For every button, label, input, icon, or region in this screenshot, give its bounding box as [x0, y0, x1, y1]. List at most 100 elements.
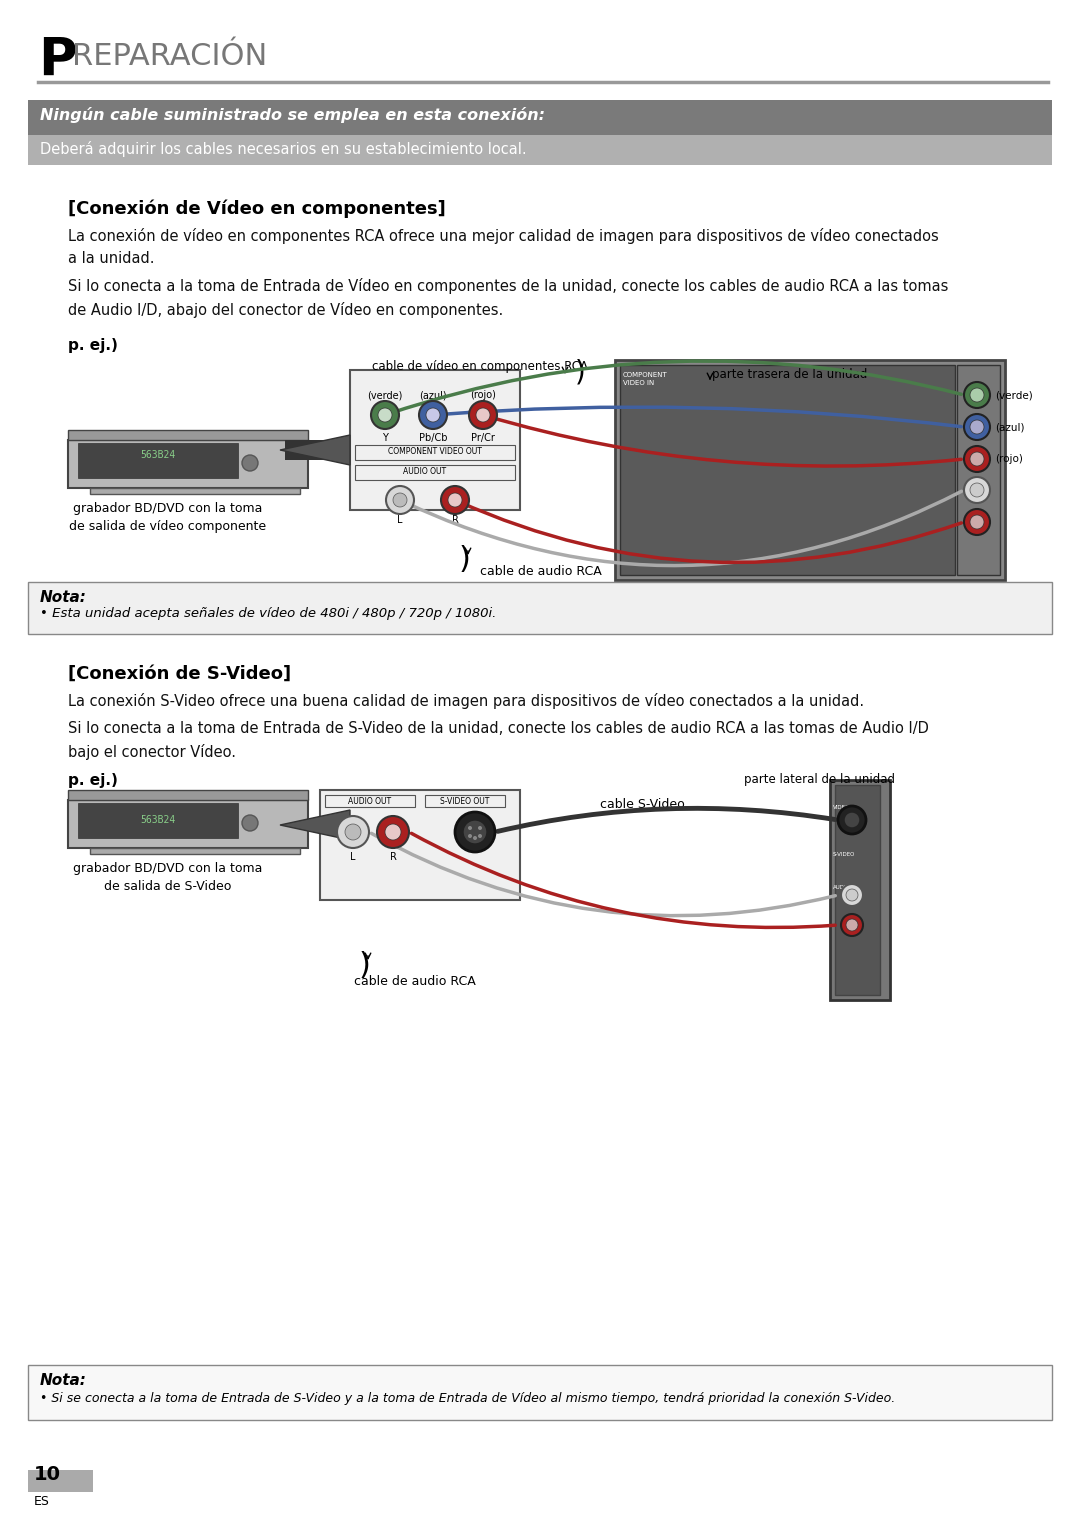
- Text: Pb/Cb: Pb/Cb: [419, 433, 447, 443]
- FancyBboxPatch shape: [285, 439, 350, 459]
- Text: 10: 10: [33, 1465, 60, 1483]
- Text: grabador BD/DVD con la toma
de salida de S-Video: grabador BD/DVD con la toma de salida de…: [73, 862, 262, 893]
- Polygon shape: [280, 810, 350, 839]
- Text: cable de audio RCA: cable de audio RCA: [480, 565, 602, 578]
- Text: L: L: [397, 514, 403, 525]
- Text: R: R: [451, 514, 458, 525]
- Text: ): ): [359, 951, 370, 980]
- Text: cable de audio RCA: cable de audio RCA: [354, 975, 476, 987]
- Text: AUDIO OUT: AUDIO OUT: [404, 467, 446, 476]
- Text: parte trasera de la unidad: parte trasera de la unidad: [713, 368, 867, 382]
- FancyBboxPatch shape: [350, 369, 519, 510]
- Text: Si lo conecta a la toma de Entrada de S-Video de la unidad, conecte los cables d: Si lo conecta a la toma de Entrada de S-…: [68, 720, 929, 760]
- Circle shape: [469, 401, 497, 429]
- FancyBboxPatch shape: [28, 1470, 93, 1492]
- Circle shape: [377, 816, 409, 848]
- FancyBboxPatch shape: [68, 800, 308, 848]
- FancyBboxPatch shape: [615, 360, 1005, 580]
- Text: (azul): (azul): [419, 391, 447, 400]
- Text: ): ): [575, 359, 585, 386]
- Text: cable de vídeo en componentes RCA: cable de vídeo en componentes RCA: [372, 360, 588, 372]
- Circle shape: [419, 401, 447, 429]
- Circle shape: [386, 485, 414, 514]
- Circle shape: [242, 455, 258, 472]
- FancyBboxPatch shape: [78, 443, 238, 478]
- Text: [Conexión de S-Video]: [Conexión de S-Video]: [68, 665, 292, 684]
- Text: L: L: [350, 852, 355, 862]
- Circle shape: [463, 819, 487, 844]
- FancyBboxPatch shape: [320, 790, 519, 900]
- Text: (rojo): (rojo): [470, 391, 496, 400]
- Text: S-VIDEO OUT: S-VIDEO OUT: [441, 797, 489, 806]
- Circle shape: [448, 493, 462, 507]
- Text: p. ej.): p. ej.): [68, 774, 118, 787]
- FancyBboxPatch shape: [28, 1364, 1052, 1421]
- Circle shape: [478, 835, 482, 838]
- Text: Si lo conecta a la toma de Entrada de Vídeo en componentes de la unidad, conecte: Si lo conecta a la toma de Entrada de Ví…: [68, 278, 948, 317]
- Text: P: P: [38, 35, 77, 87]
- Text: VIDEO IN: VIDEO IN: [623, 380, 654, 386]
- FancyBboxPatch shape: [28, 101, 1052, 134]
- FancyBboxPatch shape: [28, 581, 1052, 633]
- Circle shape: [964, 478, 990, 504]
- Text: • Esta unidad acepta señales de vídeo de 480i / 480p / 720p / 1080i.: • Esta unidad acepta señales de vídeo de…: [40, 607, 497, 620]
- Text: parte lateral de la unidad: parte lateral de la unidad: [744, 774, 895, 786]
- Circle shape: [970, 514, 984, 530]
- Text: grabador BD/DVD con la toma
de salida de vídeo componente: grabador BD/DVD con la toma de salida de…: [69, 502, 267, 533]
- Text: La conexión S-Video ofrece una buena calidad de imagen para dispositivos de víde: La conexión S-Video ofrece una buena cal…: [68, 693, 864, 710]
- Circle shape: [393, 493, 407, 507]
- Circle shape: [970, 420, 984, 433]
- Text: 563B24: 563B24: [140, 815, 176, 826]
- Text: REPARACIÓN: REPARACIÓN: [72, 43, 267, 72]
- Circle shape: [473, 836, 477, 839]
- Text: cable S-Video: cable S-Video: [600, 798, 685, 810]
- Circle shape: [841, 884, 863, 906]
- Circle shape: [970, 452, 984, 465]
- Polygon shape: [280, 435, 350, 465]
- Circle shape: [843, 812, 860, 829]
- FancyBboxPatch shape: [68, 439, 308, 488]
- Text: Nota:: Nota:: [40, 591, 86, 604]
- Circle shape: [964, 382, 990, 407]
- FancyBboxPatch shape: [90, 848, 300, 855]
- Circle shape: [964, 446, 990, 472]
- Circle shape: [964, 510, 990, 536]
- Circle shape: [345, 824, 361, 839]
- FancyBboxPatch shape: [28, 134, 1052, 165]
- FancyBboxPatch shape: [831, 780, 890, 1000]
- Text: • Si se conecta a la toma de Entrada de S-Video y a la toma de Entrada de Vídeo : • Si se conecta a la toma de Entrada de …: [40, 1392, 895, 1405]
- Circle shape: [970, 484, 984, 497]
- Text: p. ej.): p. ej.): [68, 337, 118, 353]
- Text: [Conexión de Vídeo en componentes]: [Conexión de Vídeo en componentes]: [68, 200, 446, 218]
- Circle shape: [378, 407, 392, 423]
- Circle shape: [964, 414, 990, 439]
- Text: ES: ES: [33, 1495, 50, 1508]
- Circle shape: [468, 826, 472, 830]
- Text: COMPONENT: COMPONENT: [623, 372, 667, 378]
- Circle shape: [838, 806, 866, 835]
- Text: Deberá adquirir los cables necesarios en su establecimiento local.: Deberá adquirir los cables necesarios en…: [40, 140, 527, 157]
- FancyBboxPatch shape: [957, 365, 1000, 575]
- FancyBboxPatch shape: [90, 488, 300, 494]
- Text: COMPONENT VIDEO OUT: COMPONENT VIDEO OUT: [388, 447, 482, 456]
- Circle shape: [846, 919, 858, 931]
- Text: (azul): (azul): [995, 423, 1025, 432]
- Circle shape: [478, 826, 482, 830]
- Circle shape: [846, 890, 858, 900]
- Text: 563B24: 563B24: [140, 450, 176, 459]
- Text: Pr/Cr: Pr/Cr: [471, 433, 495, 443]
- Circle shape: [468, 835, 472, 838]
- Circle shape: [242, 815, 258, 832]
- Text: R: R: [390, 852, 396, 862]
- FancyBboxPatch shape: [835, 784, 880, 995]
- FancyBboxPatch shape: [68, 790, 308, 800]
- Text: S-VIDEO: S-VIDEO: [833, 852, 855, 858]
- Text: AUDIO OUT: AUDIO OUT: [349, 797, 392, 806]
- Circle shape: [441, 485, 469, 514]
- Text: AUDIO: AUDIO: [833, 885, 851, 890]
- Circle shape: [970, 388, 984, 401]
- Text: (verde): (verde): [367, 391, 403, 400]
- Text: VIDEO: VIDEO: [833, 806, 850, 810]
- FancyBboxPatch shape: [620, 365, 955, 575]
- FancyBboxPatch shape: [78, 803, 238, 838]
